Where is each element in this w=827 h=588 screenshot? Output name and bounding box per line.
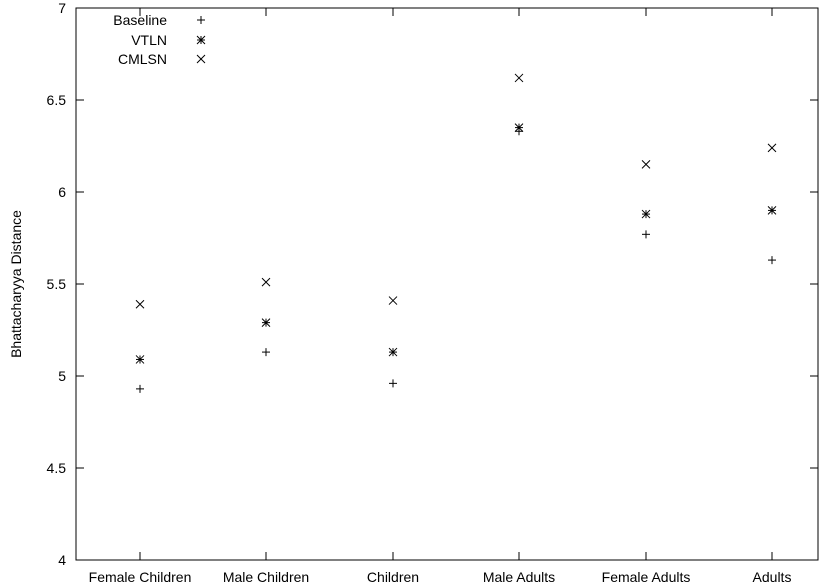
data-point-star — [514, 123, 524, 132]
plot-frame — [75, 7, 819, 561]
legend-marker-cross — [196, 54, 206, 64]
legend: Baseline VTLN CMLSN — [113, 12, 206, 67]
y-tick-label: 4.5 — [47, 460, 67, 476]
data-point-plus — [262, 348, 270, 357]
x-tick-label: Female Adults — [602, 569, 691, 585]
y-tick-label: 7 — [58, 0, 66, 16]
x-tick-label: Male Children — [223, 569, 309, 585]
data-point-cross — [514, 73, 524, 83]
x-tick-label: Adults — [753, 569, 792, 585]
y-tick-label: 4 — [58, 552, 66, 568]
data-point-plus — [768, 256, 776, 265]
data-point-star — [767, 206, 777, 215]
y-axis-label: Bhattacharyya Distance — [8, 210, 24, 358]
legend-label: CMLSN — [118, 51, 167, 67]
data-point-star — [135, 355, 145, 364]
data-point-cross — [641, 160, 651, 169]
data-points — [135, 73, 777, 393]
data-point-cross — [388, 296, 398, 305]
legend-marker-star — [196, 35, 206, 45]
legend-label: Baseline — [113, 12, 167, 28]
data-point-plus — [136, 384, 144, 393]
legend-label: VTLN — [131, 32, 167, 48]
data-point-star — [261, 318, 271, 327]
data-point-star — [641, 209, 651, 219]
data-point-cross — [135, 299, 145, 309]
y-axis-ticks: 4 4.5 5 5.5 6 6.5 7 — [47, 0, 818, 568]
data-point-cross — [261, 277, 271, 287]
legend-marker-plus — [197, 16, 205, 24]
data-point-plus — [642, 230, 650, 239]
x-tick-label: Children — [367, 569, 419, 585]
y-tick-label: 6 — [58, 184, 66, 200]
plot-border — [75, 7, 819, 561]
y-tick-label: 5 — [58, 368, 66, 384]
data-point-plus — [389, 379, 397, 388]
y-tick-label: 6.5 — [47, 92, 67, 108]
data-point-cross — [767, 143, 777, 153]
data-point-star — [388, 347, 398, 357]
x-axis-ticks: Female Children Male Children Children Male… — [89, 8, 792, 585]
x-tick-label: Male Adults — [483, 569, 555, 585]
y-tick-label: 5.5 — [47, 276, 67, 292]
x-tick-label: Female Children — [89, 569, 192, 585]
